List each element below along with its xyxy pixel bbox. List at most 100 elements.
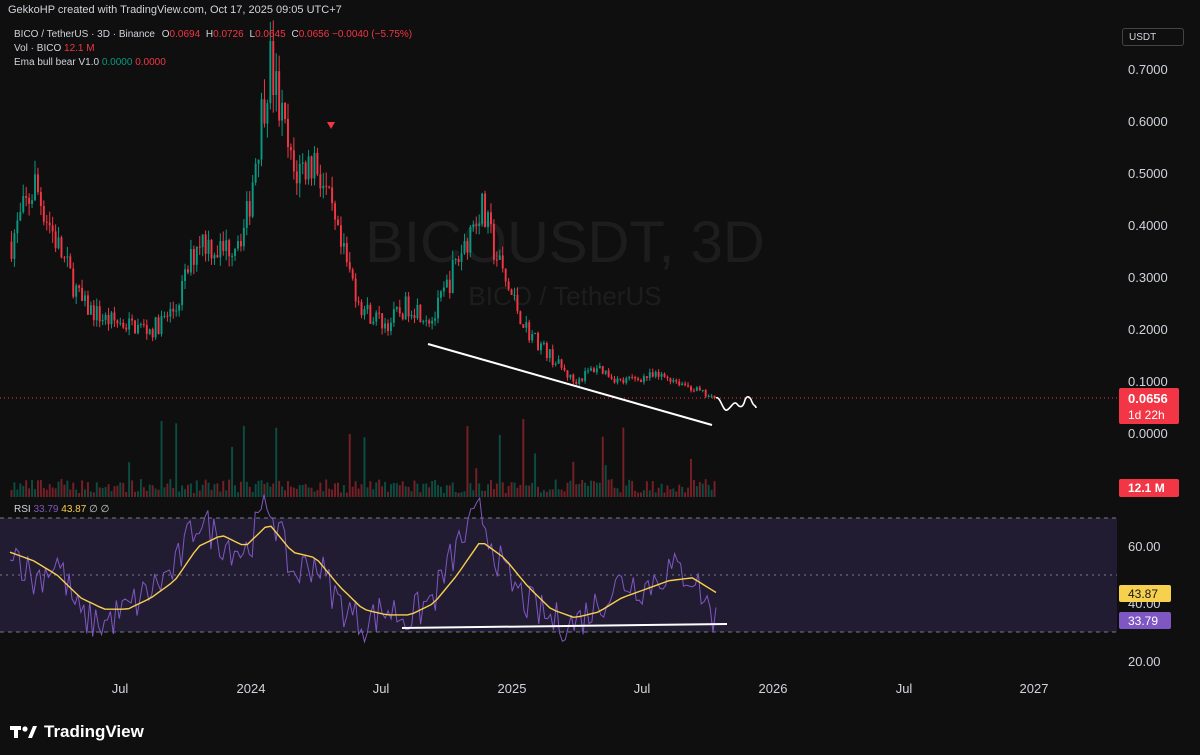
trendline-price[interactable]	[427, 343, 713, 426]
candle-body	[57, 237, 60, 249]
volume-bar	[295, 488, 298, 497]
volume-bar	[616, 488, 619, 497]
projection-squiggle[interactable]	[715, 396, 757, 411]
candle-body	[136, 324, 139, 334]
candle-body	[692, 390, 695, 392]
volume-bar	[19, 483, 22, 497]
candle-body	[525, 322, 528, 328]
candle-body	[581, 378, 584, 381]
time-tick: Jul	[112, 681, 129, 696]
currency-button[interactable]: USDT	[1122, 28, 1184, 46]
candle-body	[357, 301, 360, 303]
rsi-axis[interactable]: 60.00 40.00 20.00	[1128, 539, 1161, 669]
close-value: 0.0656	[298, 29, 330, 40]
volume-bar	[195, 480, 198, 497]
volume-bar	[419, 492, 422, 497]
volume-bar	[713, 481, 716, 497]
tradingview-logo[interactable]: TradingView	[10, 720, 144, 744]
rsi-tick: 60.00	[1128, 539, 1161, 554]
close-label: C	[291, 29, 299, 40]
trendline-rsi[interactable]	[401, 623, 728, 629]
candle-body	[590, 368, 592, 371]
volume-bar	[181, 485, 184, 497]
volume-bar	[660, 483, 663, 497]
candle-body	[269, 41, 272, 104]
volume-bar	[454, 491, 457, 497]
price-tick: 0.5000	[1128, 166, 1168, 181]
candle-body	[684, 383, 687, 385]
volume-bar	[584, 482, 587, 497]
volume-bar	[692, 479, 695, 497]
time-tick: Jul	[634, 681, 651, 696]
symbol-name[interactable]: BICO / TetherUS · 3D · Binance	[14, 29, 155, 40]
volume-bar	[428, 487, 431, 497]
change-value: −0.0040 (−5.75%)	[332, 29, 413, 40]
candle-body	[413, 315, 416, 319]
candle-body	[425, 320, 428, 322]
volume-bar	[704, 479, 707, 497]
volume-bar	[125, 491, 128, 497]
volume-bar	[16, 489, 19, 497]
volume-bar	[566, 482, 569, 497]
indicator-name[interactable]: Ema bull bear V1.0	[14, 57, 100, 68]
candle-body	[92, 305, 95, 321]
candle-body	[713, 395, 716, 398]
volume-bar	[434, 479, 437, 497]
volume-bar	[122, 482, 125, 497]
volume-bar	[604, 465, 607, 497]
candle-body	[431, 320, 434, 324]
volume-bar	[134, 491, 136, 497]
volume-bar	[437, 485, 439, 497]
volume-bar	[178, 491, 181, 497]
volume-bar	[219, 491, 222, 497]
candle-body	[166, 315, 169, 317]
volume-bar	[507, 486, 510, 497]
price-axis[interactable]: 0.7000 0.6000 0.5000 0.4000 0.3000 0.200…	[1128, 62, 1168, 441]
candle-body	[642, 376, 645, 382]
volume-bar	[495, 483, 498, 497]
volume-bar	[86, 482, 89, 497]
volume-bar	[695, 486, 698, 497]
symbol-legend[interactable]: BICO / TetherUS · 3D · Binance O0.0694 H…	[14, 28, 412, 70]
volume-bar	[328, 488, 331, 497]
candle-body	[45, 221, 48, 223]
candle-body	[254, 163, 257, 183]
candle-body	[178, 305, 181, 311]
volume-bar	[398, 485, 401, 497]
volume-bar	[331, 489, 334, 497]
candle-body	[372, 321, 375, 324]
candle-body	[478, 223, 481, 226]
candle-body	[366, 304, 369, 310]
rsi-legend[interactable]: RSI 33.79 43.87 ∅ ∅	[14, 504, 109, 515]
candle-body	[666, 376, 669, 379]
rsi-tick: 20.00	[1128, 654, 1161, 669]
volume-bar	[572, 461, 575, 497]
volume-bar	[189, 483, 192, 497]
price-tick: 0.6000	[1128, 114, 1168, 129]
candle-body	[234, 248, 237, 256]
candle-body	[86, 295, 89, 315]
candle-body	[678, 381, 681, 386]
volume-bar	[675, 491, 678, 497]
candle-body	[331, 187, 334, 204]
candle-body	[295, 171, 298, 184]
candle-body	[154, 317, 157, 338]
candle-body	[695, 387, 698, 391]
candle-body	[272, 41, 275, 95]
volume-bar	[563, 491, 566, 497]
candle-body	[578, 378, 581, 384]
volume-bar	[354, 481, 357, 497]
candle-body	[242, 227, 245, 247]
volume-bar	[145, 490, 148, 497]
candle-body	[310, 156, 313, 179]
candle-body	[198, 246, 201, 248]
volume-label[interactable]: Vol · BICO	[14, 43, 62, 54]
candle-body	[507, 281, 510, 290]
candle-body	[107, 314, 110, 325]
candle-body	[313, 152, 316, 179]
rsi-name[interactable]: RSI	[14, 504, 31, 515]
time-axis[interactable]: Jul 2024 Jul 2025 Jul 2026 Jul 2027	[112, 681, 1049, 696]
volume-bar	[131, 480, 134, 497]
candle-body	[528, 322, 531, 341]
